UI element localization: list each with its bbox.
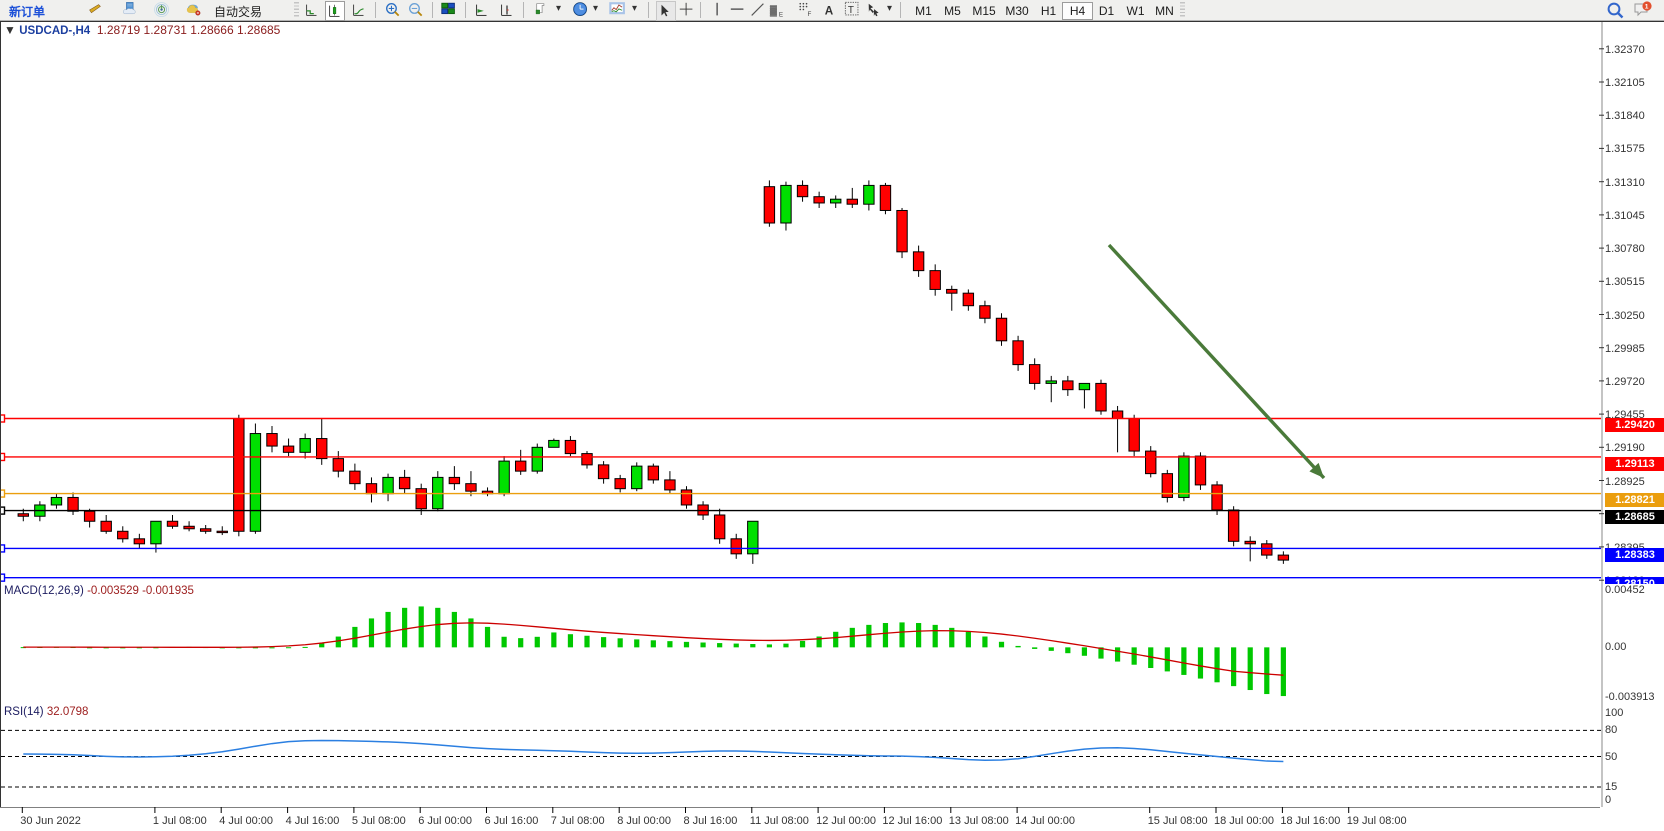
svg-text:▓: ▓ bbox=[770, 6, 778, 17]
svg-text:E: E bbox=[779, 11, 783, 18]
svg-text:A: A bbox=[825, 5, 834, 18]
svg-text:F: F bbox=[807, 11, 811, 18]
svg-text:1: 1 bbox=[1645, 3, 1649, 10]
svg-text:T: T bbox=[848, 5, 854, 16]
